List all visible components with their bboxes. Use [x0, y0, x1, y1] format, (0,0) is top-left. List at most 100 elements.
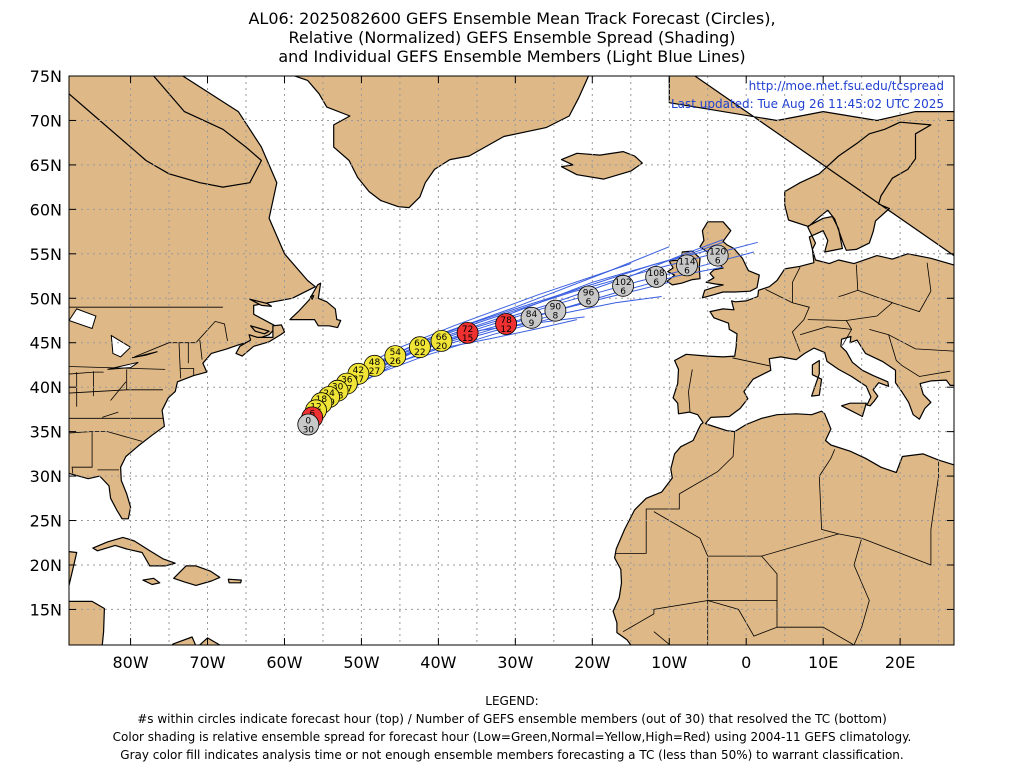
jamaica-landmass	[142, 577, 161, 586]
lon-label: 10W	[651, 653, 687, 672]
track-circle-fill	[495, 313, 518, 335]
eu-af-border-7	[799, 326, 852, 336]
lat-label: 15N	[30, 600, 62, 619]
forecast-hour-label: 120	[709, 248, 726, 258]
pei-landmass	[250, 325, 270, 335]
longitude-labels: 80W 70W 60W 50W 40W 30W 20W 10W 0 10E 20E	[112, 76, 915, 672]
track-circle-fill	[577, 285, 600, 308]
lat-label: 35N	[30, 423, 62, 442]
forecast-hour-label: 60	[414, 339, 426, 349]
eu-af-border-20	[707, 600, 778, 637]
lon-label: 20E	[885, 653, 915, 672]
track-map: 5426602266207215781284990896610261086114…	[30, 67, 955, 672]
lat-label: 70N	[30, 111, 62, 130]
eu-af-border-8	[869, 329, 954, 352]
member-count-label: 27	[353, 375, 364, 385]
eu-af-border-19	[861, 461, 939, 566]
track-circle-fill	[612, 274, 634, 297]
track-circle-fill	[430, 329, 453, 352]
eu-af-border-18	[818, 449, 836, 477]
forecast-hour-label: 102	[615, 278, 632, 288]
europe-africa-landmass	[612, 76, 954, 645]
forecast-hour-label: 54	[390, 348, 402, 358]
eu-af-border-9	[892, 262, 932, 313]
chart-title-line-3: and Individual GEFS Ensemble Members (Li…	[278, 47, 746, 66]
eu-af-border-22	[777, 626, 855, 645]
north-america-landmass	[69, 76, 316, 645]
member-count-label: 22	[414, 348, 425, 358]
lat-label: 60N	[30, 200, 62, 219]
eu-af-border-12	[679, 431, 736, 495]
na-border-19	[199, 340, 203, 360]
legend-line-1: #s within circles indicate forecast hour…	[137, 712, 887, 726]
lat-lon-grid	[69, 76, 954, 645]
land-layer	[69, 76, 954, 645]
track-circle-fill	[520, 306, 543, 329]
nova-scotia-landmass	[235, 324, 286, 357]
hispaniola-landmass	[173, 565, 221, 587]
chart-title-line-2: Relative (Normalized) GEFS Ensemble Spre…	[288, 28, 736, 47]
eu-af-border-15	[707, 555, 778, 601]
forecast-hour-label: 0	[305, 417, 311, 427]
lat-label: 25N	[30, 512, 62, 531]
na-border-17	[180, 368, 195, 376]
lake-2	[131, 351, 158, 359]
baffin-south-landmass	[69, 76, 262, 188]
lon-label: 70W	[189, 653, 225, 672]
lon-label: 0	[741, 653, 751, 672]
lon-label: 40W	[420, 653, 456, 672]
member-count-label: 30	[303, 426, 315, 436]
forecast-hour-label: 30	[332, 383, 344, 393]
lat-label: 45N	[30, 334, 62, 353]
lat-label: 50N	[30, 289, 62, 308]
na-border-16	[178, 342, 181, 379]
na-border-2	[69, 366, 166, 370]
track-circle-0: 030	[297, 413, 320, 436]
track-circle-fill	[544, 299, 567, 322]
forecast-hour-label: 96	[583, 289, 595, 299]
track-circle-84: 849	[520, 306, 543, 329]
forecast-hour-label: 78	[500, 316, 512, 326]
na-border-15	[101, 411, 119, 418]
lat-label: 30N	[30, 467, 62, 486]
forecast-hour-label: 48	[369, 358, 381, 368]
member-count-label: 12	[500, 325, 511, 335]
newfoundland-landmass	[289, 282, 342, 329]
puerto-rico-landmass	[227, 578, 242, 584]
eu-af-border-1	[792, 266, 801, 303]
source-url: http://moe.met.fsu.edu/tcspread	[749, 79, 944, 93]
legend-line-2: Color shading is relative ensemble sprea…	[112, 730, 912, 744]
track-circle-fill	[456, 321, 479, 344]
forecast-hour-label: 84	[526, 310, 538, 320]
lake-0	[69, 308, 97, 330]
lon-label: 50W	[343, 653, 379, 672]
eu-af-border-0	[765, 289, 810, 352]
forecast-hour-label: 24	[323, 389, 335, 399]
member-count-label: 6	[653, 278, 659, 288]
lat-label: 75N	[30, 67, 62, 86]
member-count-label: 27	[369, 367, 380, 377]
legend-heading: LEGEND:	[485, 694, 539, 708]
track-circle-90: 908	[544, 299, 567, 322]
track-circle-fill	[384, 345, 407, 368]
last-updated: Last updated: Tue Aug 26 11:45:02 UTC 20…	[671, 97, 944, 111]
track-circle-fill	[408, 336, 431, 359]
iceland-landmass	[560, 151, 643, 180]
track-circle-96: 966	[577, 285, 600, 308]
na-border-5	[71, 431, 93, 474]
eu-af-border-13	[615, 493, 680, 554]
eu-af-border-11	[902, 365, 951, 377]
forecast-hour-label: 90	[550, 303, 562, 313]
anticosti-landmass	[249, 298, 272, 307]
map-frame	[68, 75, 955, 646]
lat-label: 65N	[30, 156, 62, 175]
track-circle-fill	[676, 254, 698, 277]
member-count-label: 6	[684, 266, 690, 276]
